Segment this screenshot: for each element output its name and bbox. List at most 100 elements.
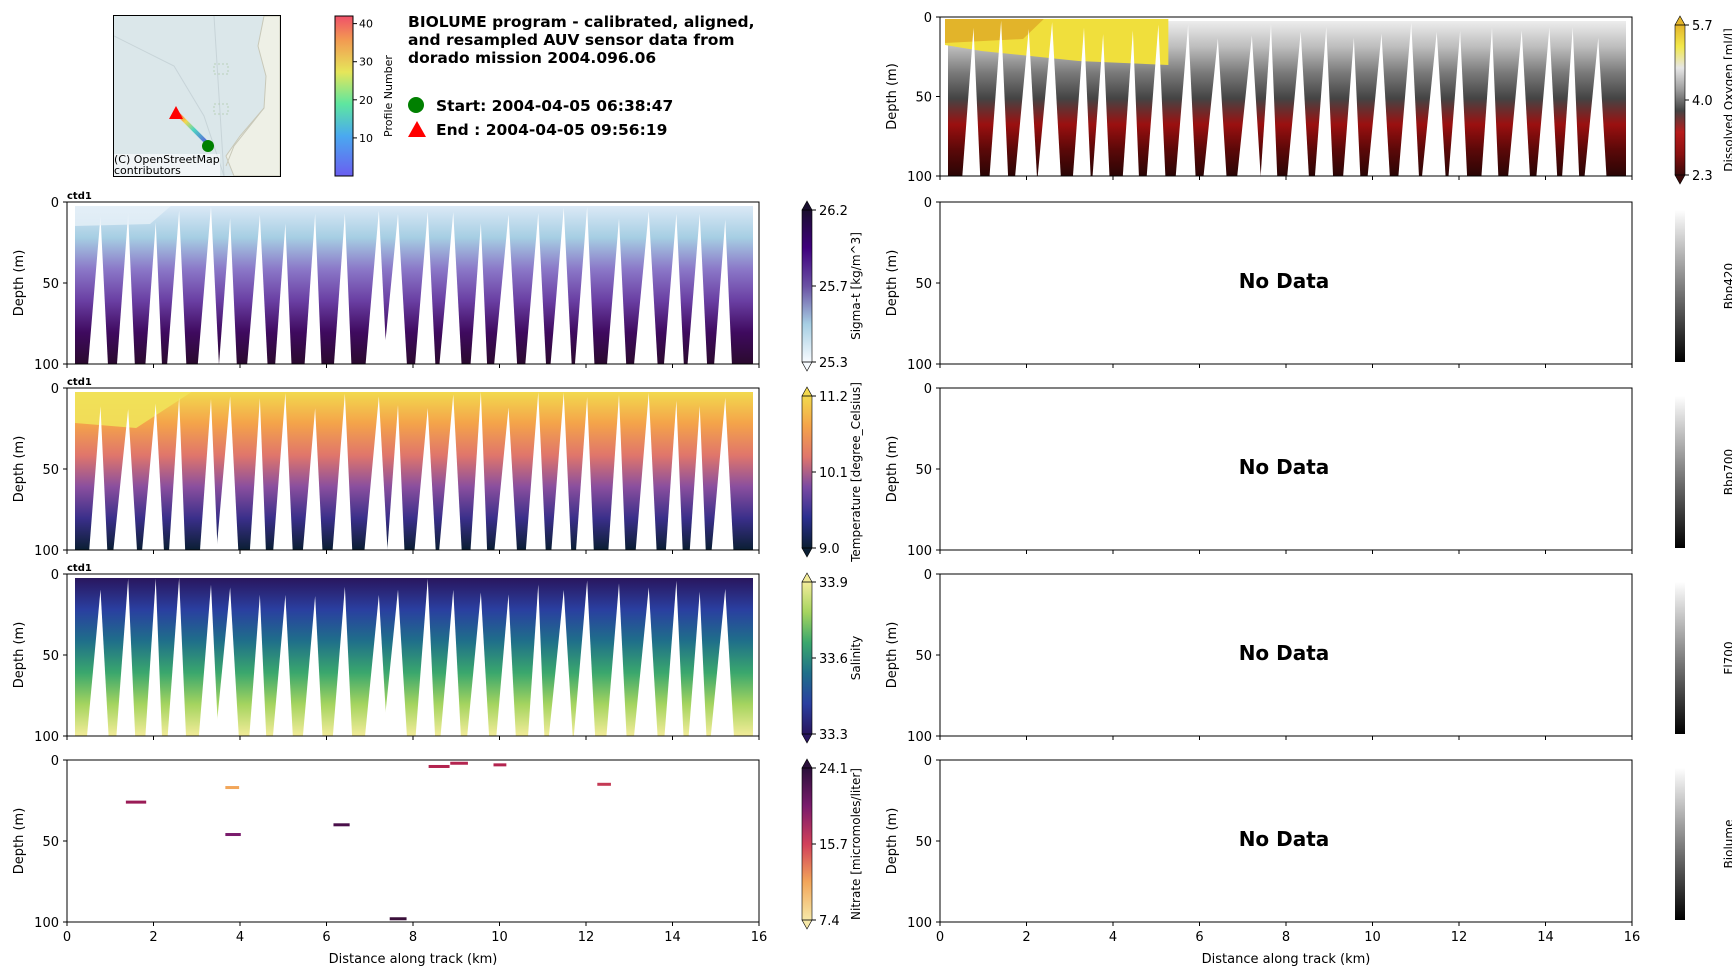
profile-gap (1122, 30, 1139, 177)
profile-gap (467, 592, 490, 737)
y-tick-label: 100 (34, 544, 59, 559)
coastline (225, 16, 280, 176)
profile-gap (247, 214, 268, 365)
profile-gap (989, 20, 1009, 177)
profile-gap (113, 409, 138, 551)
colorbar-extend-top (801, 758, 813, 769)
axes-frame (66, 759, 760, 923)
x-tick-label: 10 (1364, 930, 1381, 945)
nitrate-sample (428, 764, 450, 768)
colorbar-label: Bbp420 (1722, 263, 1732, 309)
profile-gap (633, 587, 658, 737)
y-tick-label: 100 (907, 170, 932, 185)
panel-tag: ctd1 (67, 563, 92, 574)
profile-gap (1237, 35, 1261, 178)
profile-gap (525, 392, 546, 551)
no-data-bbp700: No Data (1238, 455, 1330, 479)
nitrate-sample (125, 800, 147, 804)
profile-gap (88, 216, 108, 365)
y-tick-label: 100 (907, 544, 932, 559)
profile-gap (1092, 34, 1110, 177)
x-axis-label: Distance along track (km) (1202, 952, 1371, 967)
profile-gap (1481, 27, 1499, 177)
y-tick-label: 50 (915, 91, 932, 106)
profile-gap (606, 583, 627, 737)
profile-gap (383, 213, 407, 365)
y-axis-label: Depth (m) (12, 622, 27, 689)
map-credit: (C) OpenStreetMap contributors (114, 154, 220, 176)
y-axis-label: Depth (m) (12, 250, 27, 317)
profile-gap (525, 213, 547, 365)
panel-fl700: 0 50 100 Depth (m) Fl700 (885, 568, 1732, 745)
profile-gap (272, 594, 293, 737)
profile-gap (304, 213, 322, 365)
x-tick-label: 12 (578, 930, 595, 945)
profile-colorbar-label: Profile Number (382, 55, 395, 137)
y-axis-label: Depth (m) (12, 808, 27, 875)
y-tick-label: 0 (924, 754, 932, 769)
profile-gap (470, 391, 488, 551)
y-tick-label: 50 (915, 835, 932, 850)
profile-gap (198, 584, 219, 737)
nitrate-sample (450, 761, 468, 765)
profile-gap (89, 406, 108, 551)
warm-surface (75, 392, 192, 428)
colorbar-tick-label: 26.2 (819, 204, 848, 219)
figure-title-line: and resampled AUV sensor data from (408, 31, 735, 49)
profile-gap (273, 392, 293, 551)
profile-gap (1314, 26, 1334, 177)
colorbar-bar (1675, 25, 1685, 175)
y-tick-label: 50 (42, 277, 59, 292)
profile-gap (199, 398, 218, 551)
profile-gap (711, 397, 734, 551)
x-tick-label: 16 (1624, 930, 1641, 945)
profile-gap (249, 594, 267, 737)
x-tick-label: 16 (751, 930, 768, 945)
colorbar-tick-label: 2.3 (1692, 169, 1713, 184)
x-tick-label: 10 (491, 930, 508, 945)
y-tick-label: 50 (42, 649, 59, 664)
profile-gap (415, 578, 436, 737)
y-axis-label: Depth (m) (885, 63, 900, 130)
colorbar-tick-label: 11.2 (819, 390, 848, 405)
y-tick-label: 0 (51, 382, 59, 397)
y-tick-label: 0 (924, 568, 932, 583)
x-tick-label: 8 (1282, 930, 1290, 945)
panel-nitrate: 0 50 100 0 2 4 6 8 10 12 14 16 Depth (m) Distance alo… (12, 754, 863, 967)
colorbar-label: Sigma-t [kg/m^3] (849, 232, 863, 340)
profile-gap (1260, 24, 1278, 177)
colorbar-tick-label: 5.7 (1692, 19, 1713, 34)
profile-gap (332, 393, 353, 551)
profile-gap (167, 210, 187, 365)
profile-gap (1367, 33, 1390, 177)
profile-gap (1072, 27, 1091, 177)
map-credit-line: (C) OpenStreetMap (114, 153, 220, 166)
profile-gap (364, 595, 388, 737)
nitrate-sample (225, 833, 241, 837)
colorbar-label: Bbp700 (1722, 449, 1732, 495)
panel-bbp420: 0 50 100 Depth (m) Bbp420 (885, 196, 1732, 373)
profile-colorbar-bar (334, 15, 354, 177)
x-tick-label: 6 (322, 930, 330, 945)
colorbar-bar (1675, 396, 1685, 548)
profile-gap (116, 578, 136, 737)
profile-gap (548, 590, 573, 737)
y-axis-label: Depth (m) (885, 808, 900, 875)
colorbar-label: Fl700 (1722, 641, 1732, 674)
profile-gap (494, 214, 518, 365)
profile-colorbar-tick-label: 10 (359, 132, 373, 145)
no-data-bbp420: No Data (1238, 269, 1330, 293)
colorbar-tick-label: 33.3 (819, 728, 848, 743)
colorbar-bar (802, 396, 812, 548)
profile-gap (275, 223, 292, 365)
profile-gap (302, 596, 323, 737)
nitrate-sample (493, 763, 507, 767)
colorbar-tick-label: 15.7 (819, 838, 848, 853)
colorbar-tick-label: 9.0 (819, 542, 840, 557)
coast-edge (225, 107, 265, 167)
y-tick-label: 0 (924, 11, 932, 26)
profile-gap (550, 207, 572, 365)
y-tick-label: 0 (51, 568, 59, 583)
profile-gap (1448, 30, 1468, 177)
